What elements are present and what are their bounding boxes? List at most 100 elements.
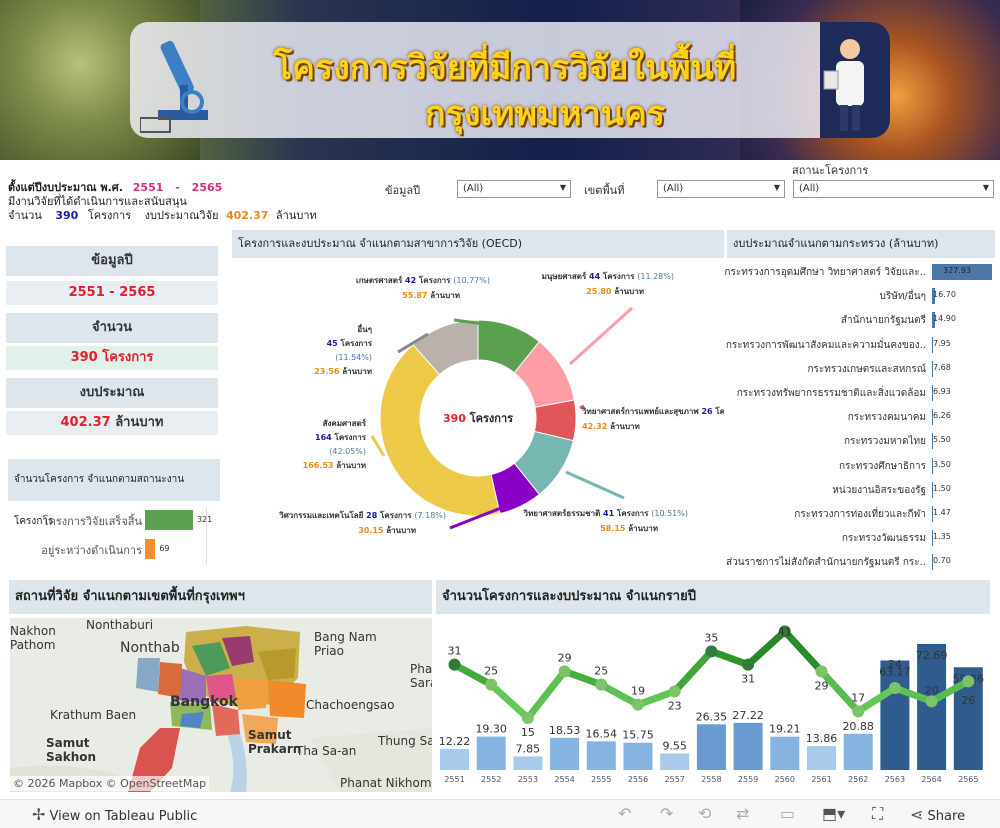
ministry-bar[interactable] xyxy=(932,288,936,305)
year-line-label: 20 xyxy=(925,684,939,697)
filter-status-select[interactable]: (All) ▼ xyxy=(793,180,994,198)
ministry-row[interactable]: กระทรวงการอุดมศึกษา วิทยาศาสตร์ วิจัยและ… xyxy=(724,263,994,281)
donut-segment[interactable] xyxy=(412,319,479,376)
ministry-bar[interactable] xyxy=(932,409,934,426)
map-label-thungsa: Thung Sa xyxy=(378,734,432,748)
district-map[interactable]: Nakhon Pathom Nonthaburi Nonthab Bang Nam… xyxy=(10,618,432,792)
year-line-point[interactable] xyxy=(888,682,901,694)
ministry-bar[interactable] xyxy=(932,530,933,547)
year-bar[interactable] xyxy=(696,724,726,770)
year-line-point[interactable] xyxy=(521,712,534,724)
ministry-row[interactable]: กระทรวงการพัฒนาสังคมและความมั่นคงของ.. 7.… xyxy=(725,336,994,354)
year-bar[interactable] xyxy=(807,745,836,770)
ministry-value: 6.26 xyxy=(933,411,951,421)
ministry-name: กระทรวงวัฒนธรรม xyxy=(841,533,926,545)
fullscreen-icon[interactable]: ⛶ xyxy=(872,804,884,823)
ministry-name: ส่วนราชการไม่สังกัดสำนักนายกรัฐมนตรี กระ… xyxy=(725,557,926,569)
ministry-row[interactable]: ส่วนราชการไม่สังกัดสำนักนายกรัฐมนตรี กระ… xyxy=(725,553,994,571)
year-tick-label: 2556 xyxy=(628,775,648,784)
ministry-row[interactable]: หน่วยงานอิสระของรัฐ 1.50 xyxy=(728,481,994,499)
ministry-bar[interactable] xyxy=(932,554,933,571)
svg-text:มนุษยศาสตร์ 44 โครงการ (11.28%: มนุษยศาสตร์ 44 โครงการ (11.28%) xyxy=(542,271,674,282)
map-attribution[interactable]: © 2026 Mapbox © OpenStreetMap xyxy=(10,776,210,791)
svg-text:23.56 ล้านบาท: 23.56 ล้านบาท xyxy=(314,366,372,376)
undo-icon[interactable]: ↶ xyxy=(618,804,632,823)
ministry-name: กระทรวงการพัฒนาสังคมและความมั่นคงของ.. xyxy=(725,339,926,351)
map-label-phanat: Phanat Nikhom xyxy=(340,776,432,790)
year-bar[interactable] xyxy=(440,748,469,770)
ministry-row[interactable]: กระทรวงคมนาคม 6.26 xyxy=(728,408,994,426)
ministry-value: 16.70 xyxy=(933,290,956,300)
year-bar[interactable] xyxy=(880,660,910,770)
year-bar[interactable] xyxy=(550,737,580,770)
year-bar[interactable] xyxy=(843,733,873,770)
year-line-point[interactable] xyxy=(778,625,791,638)
ministry-row[interactable]: กระทรวงทรัพยากรธรรมชาติและสิ่งแวดล้อม 6.9… xyxy=(728,384,994,402)
year-line-point[interactable] xyxy=(852,705,865,718)
view-on-tableau-button[interactable]: ✢ View on Tableau Public xyxy=(32,805,197,824)
donut-leader-line xyxy=(370,435,386,457)
year-line-point[interactable] xyxy=(815,665,828,678)
ministry-bar[interactable] xyxy=(932,360,934,377)
year-bar[interactable] xyxy=(513,756,543,770)
svg-text:42.32 ล้านบาท: 42.32 ล้านบาท xyxy=(582,421,640,431)
ministry-row[interactable]: กระทรวงมหาดไทย 5.50 xyxy=(728,432,994,450)
year-bar[interactable] xyxy=(623,742,653,770)
status-bar[interactable] xyxy=(145,510,193,530)
filter-year-select[interactable]: (All) ▼ xyxy=(457,180,571,198)
year-bar-label: 18.53 xyxy=(549,724,581,737)
year-line-point[interactable] xyxy=(485,678,498,691)
ministry-bar[interactable] xyxy=(932,312,935,329)
ministry-row[interactable]: กระทรวงการท่องเที่ยวและกีฬา 1.47 xyxy=(728,505,994,523)
year-line-point[interactable] xyxy=(925,695,938,708)
ministry-name: หน่วยงานอิสระของรัฐ xyxy=(832,484,926,496)
ministry-bar[interactable] xyxy=(932,264,992,280)
year-line-point[interactable] xyxy=(558,665,571,678)
status-bar[interactable] xyxy=(145,539,156,559)
ministry-row[interactable]: กระทรวงเกษตรและสหกรณ์ 7.68 xyxy=(728,360,994,378)
ministry-row[interactable]: กระทรวงวัฒนธรรม 1.35 xyxy=(728,529,994,547)
count-unit: โครงการ xyxy=(87,209,132,222)
redo-icon[interactable]: ↷ xyxy=(660,804,674,823)
donut-leader-line xyxy=(568,306,634,366)
year-line-point[interactable] xyxy=(632,698,644,711)
year-bar-label: 26.35 xyxy=(696,710,728,723)
svg-text:วิทยาศาสตร์ธรรมชาติ 41 โครงการ: วิทยาศาสตร์ธรรมชาติ 41 โครงการ (10.51%) xyxy=(523,508,688,518)
revert-icon[interactable]: ⟲ xyxy=(698,804,712,823)
ministry-bar[interactable] xyxy=(932,385,934,401)
ministry-row[interactable]: กระทรวงศึกษาธิการ 3.50 xyxy=(728,457,994,475)
ministry-bar[interactable] xyxy=(932,481,933,498)
year-bar[interactable] xyxy=(660,753,690,770)
share-button[interactable]: ⋖ Share xyxy=(910,805,965,824)
count-value: 390 xyxy=(55,209,79,222)
pause-icon[interactable]: ▭ xyxy=(780,804,796,823)
year-bar[interactable] xyxy=(733,722,763,770)
year-bar[interactable] xyxy=(770,736,800,770)
year-line-point[interactable] xyxy=(705,645,718,658)
svg-text:164 โครงการ: 164 โครงการ xyxy=(315,432,367,442)
donut-segment[interactable] xyxy=(379,343,501,517)
year-line-point[interactable] xyxy=(448,658,461,671)
year-line-point[interactable] xyxy=(595,678,608,691)
ministry-row[interactable]: บริษัท/อื่นๆ 16.70 xyxy=(728,287,994,305)
year-line-point[interactable] xyxy=(742,658,755,671)
year-tick-label: 2557 xyxy=(665,775,685,784)
year-line-point[interactable] xyxy=(668,685,681,698)
refresh-icon[interactable]: ⇄ xyxy=(736,804,750,823)
year-bar-label: 7.85 xyxy=(516,742,541,755)
year-line-segment xyxy=(671,647,715,695)
ministry-bar[interactable] xyxy=(932,457,933,474)
ministry-row[interactable]: สำนักนายกรัฐมนตรี 14.90 xyxy=(728,311,994,329)
ministry-value: 1.35 xyxy=(933,532,951,542)
year-bar[interactable] xyxy=(586,741,616,770)
ministry-value: 7.68 xyxy=(933,362,951,372)
year-line-point[interactable] xyxy=(962,675,975,688)
download-icon[interactable]: ⬒▾ xyxy=(822,804,846,823)
year-bar[interactable] xyxy=(476,736,506,770)
map-label-phan: PhaSara xyxy=(410,662,432,690)
ministry-bar[interactable] xyxy=(932,506,933,522)
ministry-value: 0.70 xyxy=(933,556,951,566)
ministry-bar[interactable] xyxy=(932,336,934,353)
filter-district-select[interactable]: (All) ▼ xyxy=(657,180,785,198)
ministry-bar[interactable] xyxy=(932,433,933,450)
